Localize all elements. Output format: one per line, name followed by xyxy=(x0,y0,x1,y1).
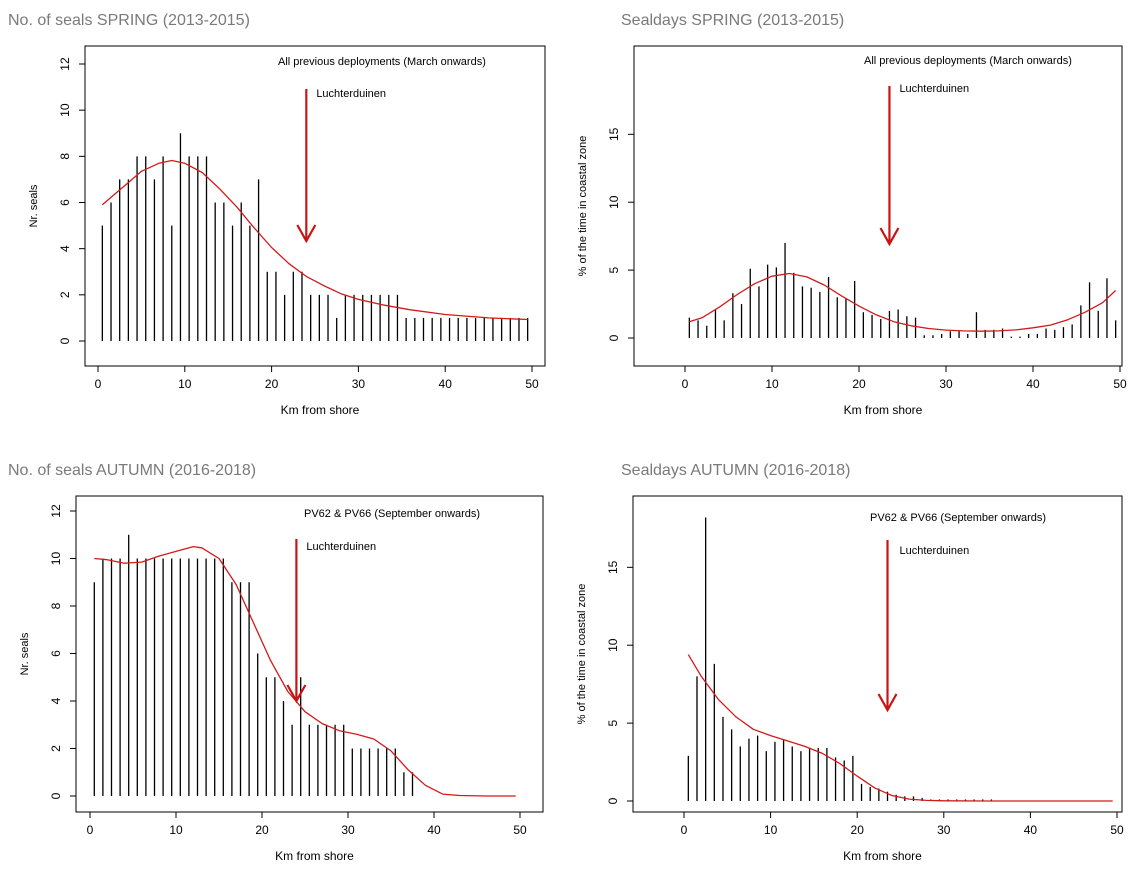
smooth-curve xyxy=(101,159,528,321)
x-tick-label: 50 xyxy=(513,823,527,837)
x-tick-label: 0 xyxy=(682,377,689,391)
y-tick-label: 5 xyxy=(607,266,621,273)
marker-label: Luchterduinen xyxy=(316,88,386,100)
y-tick-label: 15 xyxy=(607,127,621,141)
arrow-head xyxy=(879,227,900,247)
x-tick-label: 20 xyxy=(851,823,865,837)
y-tick-label: 2 xyxy=(58,291,72,298)
x-tick-label: 10 xyxy=(169,823,183,837)
luchterduinen-arrow xyxy=(877,540,898,713)
chart-heading-autumn-sealdays: Sealdays AUTUMN (2016-2018) xyxy=(621,462,851,479)
luchterduinen-arrow xyxy=(296,89,317,244)
y-tick-label: 12 xyxy=(58,57,72,71)
x-tick-label: 50 xyxy=(1113,377,1127,391)
smooth-curve xyxy=(687,654,1113,802)
y-tick-label: 10 xyxy=(58,103,72,117)
y-tick-label: 12 xyxy=(49,504,63,518)
y-tick-label: 6 xyxy=(58,199,72,206)
chart-heading-spring-seals: No. of seals SPRING (2013-2015) xyxy=(8,12,250,29)
chart-autumn-seals: 0 10 20 30 40 50 Km from shore 0 2 4 6 8 10 12 Nr. sea… xyxy=(19,495,544,863)
y-tick-label: 2 xyxy=(49,745,63,752)
chart-annotation: All previous deployments (March onwards) xyxy=(278,56,486,68)
y-tick-label: 10 xyxy=(49,552,63,566)
marker-label: Luchterduinen xyxy=(306,541,376,553)
y-tick-label: 0 xyxy=(58,337,72,344)
y-tick-label: 8 xyxy=(49,602,63,609)
chart-spring-sealdays: 0 10 20 30 40 50 Km from shore 0 5 10 15 % of the t… xyxy=(577,45,1127,417)
y-axis-label: % of the time in coastal zone xyxy=(577,136,589,277)
y-axis-label: Nr. seals xyxy=(28,184,40,227)
x-tick-label: 40 xyxy=(1026,377,1040,391)
x-tick-label: 50 xyxy=(525,377,539,391)
x-tick-label: 20 xyxy=(852,377,866,391)
x-tick-label: 40 xyxy=(1024,823,1038,837)
arrow-head xyxy=(286,684,307,704)
chart-heading-autumn-seals: No. of seals AUTUMN (2016-2018) xyxy=(8,462,257,479)
x-tick-label: 10 xyxy=(765,377,779,391)
luchterduinen-arrow xyxy=(879,86,900,247)
x-axis-label: Km from shore xyxy=(844,403,923,417)
x-tick-label: 20 xyxy=(255,823,269,837)
x-axis-label: Km from shore xyxy=(281,403,360,417)
x-tick-label: 30 xyxy=(352,377,366,391)
x-tick-label: 40 xyxy=(439,377,453,391)
x-tick-label: 10 xyxy=(764,823,778,837)
plot-frame xyxy=(633,45,1123,367)
arrow-head xyxy=(296,224,317,244)
y-tick-label: 10 xyxy=(606,638,620,652)
chart-autumn-sealdays: 0 10 20 30 40 50 Km from shore 0 5 10 15 % of the t… xyxy=(576,495,1124,863)
y-tick-label: 4 xyxy=(49,697,63,704)
smooth-curve xyxy=(94,545,516,797)
chart-annotation: PV62 & PV66 (September onwards) xyxy=(870,512,1046,524)
y-tick-label: 0 xyxy=(606,797,620,804)
y-tick-label: 5 xyxy=(606,719,620,726)
y-tick-label: 6 xyxy=(49,650,63,657)
smooth-curve xyxy=(689,272,1117,332)
y-tick-label: 15 xyxy=(606,560,620,574)
marker-label: Luchterduinen xyxy=(900,545,970,557)
chart-annotation: All previous deployments (March onwards) xyxy=(864,55,1072,67)
y-tick-label: 8 xyxy=(58,153,72,160)
x-tick-label: 0 xyxy=(87,823,94,837)
x-tick-label: 10 xyxy=(178,377,192,391)
y-tick-label: 0 xyxy=(49,792,63,799)
x-tick-label: 20 xyxy=(265,377,279,391)
x-axis-label: Km from shore xyxy=(275,849,354,863)
x-tick-label: 40 xyxy=(427,823,441,837)
y-tick-label: 10 xyxy=(607,195,621,209)
x-tick-label: 30 xyxy=(937,823,951,837)
y-axis-label: % of the time in coastal zone xyxy=(576,584,588,725)
marker-label: Luchterduinen xyxy=(899,83,969,95)
x-tick-label: 0 xyxy=(681,823,688,837)
y-tick-label: 0 xyxy=(607,334,621,341)
y-tick-label: 4 xyxy=(58,245,72,252)
luchterduinen-arrow xyxy=(286,539,307,704)
chart-spring-seals: 0 10 20 30 40 50 Km from shore 0 2 4 6 8 10 12 Nr. sea… xyxy=(28,45,546,417)
x-tick-label: 30 xyxy=(341,823,355,837)
x-axis-label: Km from shore xyxy=(843,849,922,863)
chart-annotation: PV62 & PV66 (September onwards) xyxy=(304,508,480,520)
chart-heading-spring-sealdays: Sealdays SPRING (2013-2015) xyxy=(621,12,845,29)
x-tick-label: 30 xyxy=(939,377,953,391)
x-tick-label: 50 xyxy=(1110,823,1124,837)
arrow-head xyxy=(877,693,898,713)
plot-frame xyxy=(632,495,1123,813)
y-axis-label: Nr. seals xyxy=(19,632,31,675)
x-tick-label: 0 xyxy=(95,377,102,391)
